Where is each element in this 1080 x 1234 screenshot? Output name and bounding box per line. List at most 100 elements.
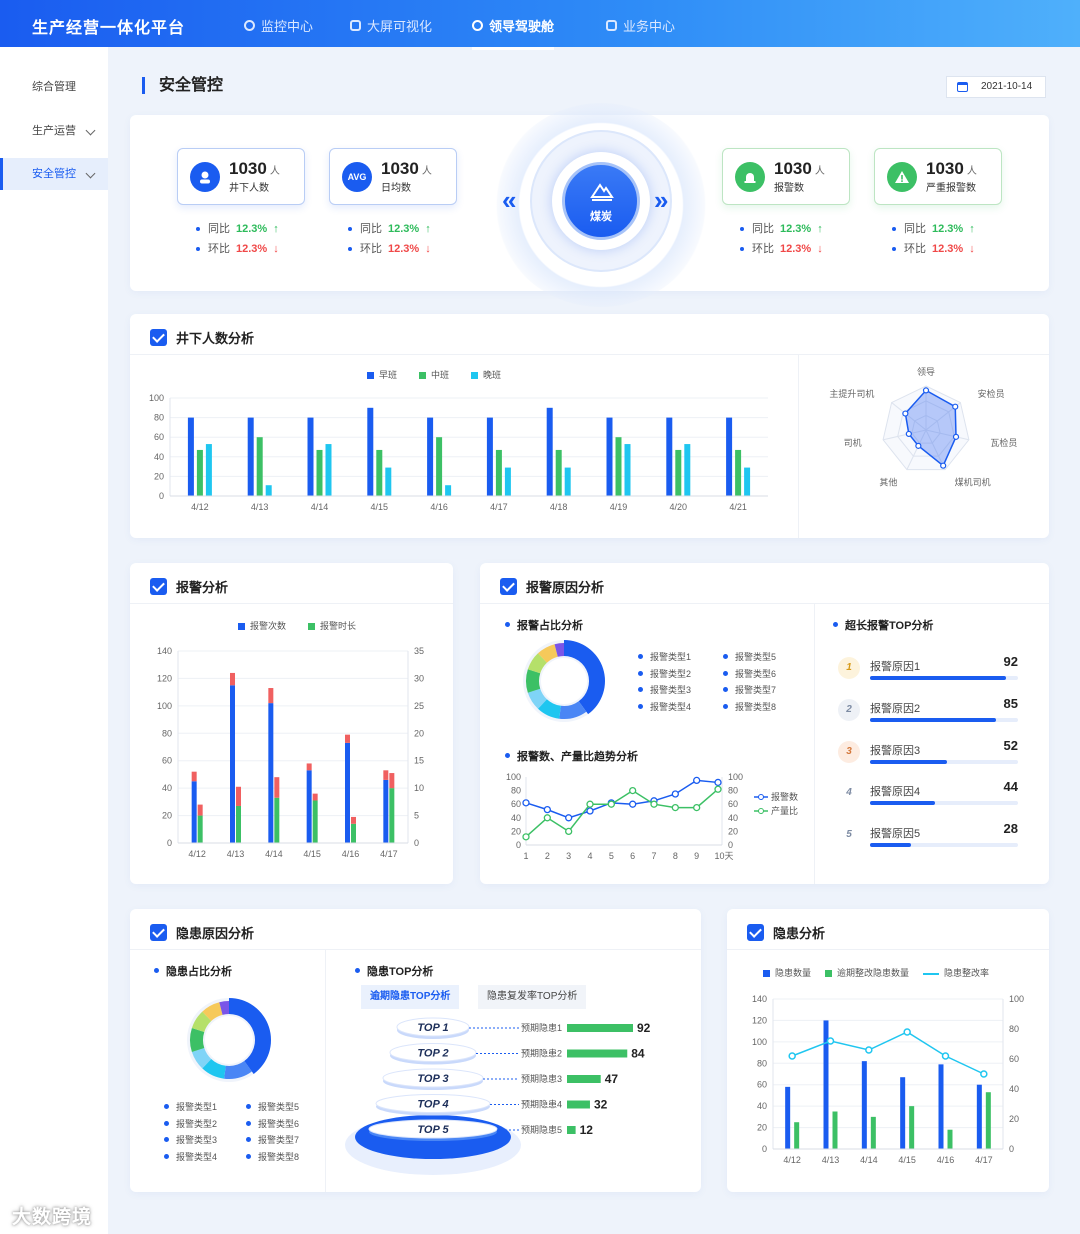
bar-cap bbox=[351, 816, 356, 824]
funnel-bar bbox=[567, 1075, 601, 1083]
prev-arrow-icon[interactable]: « bbox=[502, 185, 517, 215]
line-point bbox=[522, 799, 530, 807]
sidebar-item-production[interactable]: 生产运营 bbox=[0, 115, 108, 147]
y-tick-label: 140 bbox=[157, 646, 172, 656]
bar bbox=[985, 1092, 991, 1149]
page-title: 安全管控 bbox=[142, 77, 223, 94]
list-item[interactable]: 2 报警原因2 85 bbox=[838, 691, 1018, 731]
funnel-disc bbox=[368, 1119, 498, 1139]
date-picker[interactable]: 2021-10-14 bbox=[946, 76, 1046, 98]
bar bbox=[832, 1111, 838, 1149]
sidebar-item-safety[interactable]: 安全管控 bbox=[0, 158, 108, 190]
x-tick-label: 4/20 bbox=[670, 502, 688, 512]
stat-alarm[interactable]: 1030 人 报警数 bbox=[722, 148, 850, 205]
tab-overdue-top[interactable]: 逾期隐患TOP分析 bbox=[361, 985, 460, 1009]
stat-daily-avg[interactable]: AVG 1030 人 日均数 bbox=[329, 148, 457, 205]
list-item[interactable]: 4 报警原因4 44 bbox=[838, 774, 1018, 814]
y2-tick-label: 25 bbox=[414, 701, 424, 711]
donut-slice bbox=[224, 1061, 252, 1079]
funnel-bar bbox=[567, 1024, 633, 1032]
pie-legend: 报警类型1 报警类型2 报警类型3 报警类型4 bbox=[164, 1100, 217, 1166]
nav-label: 大屏可视化 bbox=[367, 19, 433, 34]
bar bbox=[823, 1020, 829, 1149]
radar-ring bbox=[897, 400, 955, 457]
bar bbox=[546, 407, 553, 496]
alarm-card: 报警分析 报警次数 报警时长 0 20 40 60 80 100 120 140 0 5 10 15 2… bbox=[130, 563, 453, 884]
nav-monitor[interactable]: 监控中心 bbox=[244, 16, 313, 35]
stat-underground[interactable]: 1030 人 井下人数 bbox=[177, 148, 305, 205]
x-tick-label: 4 bbox=[587, 851, 592, 861]
bar-cap bbox=[389, 773, 395, 789]
x-tick-label: 3 bbox=[566, 851, 571, 861]
x-tick-label: 4/18 bbox=[550, 502, 568, 512]
bar bbox=[325, 444, 332, 496]
legend-item: 报警类型7 bbox=[246, 1133, 299, 1150]
y-tick-label: 100 bbox=[752, 1037, 767, 1047]
radar-axis-label: 主提升司机 bbox=[829, 388, 874, 399]
funnel-value: 92 bbox=[637, 1021, 651, 1035]
radar-axis-label: 煤机司机 bbox=[955, 476, 991, 487]
funnel-value: 12 bbox=[580, 1123, 594, 1137]
x-tick-label: 4/12 bbox=[783, 1155, 801, 1165]
hazard-cause-card: 隐患原因分析 隐患占比分析 报警类型1 报警类型2 报警类型3 报警类型4 报警类型5… bbox=[130, 909, 701, 1192]
donut-slice bbox=[537, 644, 558, 663]
funnel-value: 47 bbox=[605, 1072, 619, 1086]
card-title: 隐患分析 bbox=[773, 926, 826, 941]
x-tick-label: 4/16 bbox=[937, 1155, 955, 1165]
line-point bbox=[565, 827, 573, 836]
legend-item: 报警类型6 bbox=[246, 1117, 299, 1134]
checkbox-icon[interactable] bbox=[150, 329, 167, 346]
y-tick-label: 0 bbox=[762, 1144, 767, 1154]
next-arrow-icon[interactable]: » bbox=[654, 185, 669, 215]
tab-recurrence-top[interactable]: 隐患复发率TOP分析 bbox=[478, 985, 587, 1009]
y-tick-label: 20 bbox=[154, 471, 164, 481]
checkbox-icon[interactable] bbox=[150, 578, 167, 595]
bar bbox=[938, 1064, 944, 1149]
trend-subtitle: 报警数、产量比趋势分析 bbox=[505, 748, 638, 764]
x-tick-label: 8 bbox=[673, 851, 678, 861]
funnel-item-label: 预期隐患5 bbox=[521, 1124, 562, 1135]
checkbox-icon[interactable] bbox=[500, 578, 517, 595]
donut-slice bbox=[527, 653, 547, 674]
radar-point bbox=[915, 442, 922, 449]
stat-severe-alarm[interactable]: 1030 人 严重报警数 bbox=[874, 148, 1002, 205]
funnel-bar bbox=[567, 1100, 590, 1109]
legend-item: 晚班 bbox=[471, 368, 501, 381]
alarm-trend-line-chart: 0 20 40 60 80 100 0 20 40 60 80 100 1 2 3 4 5 6 7 8 9 10天 报警数产… bbox=[506, 772, 798, 861]
nav-screen[interactable]: 大屏可视化 bbox=[350, 16, 432, 35]
stat-label: 报警数 bbox=[774, 183, 804, 194]
donut-slice bbox=[202, 1002, 223, 1022]
radar-spoke bbox=[882, 429, 927, 441]
x-tick-label: 6 bbox=[630, 851, 635, 861]
donut-hole bbox=[541, 658, 587, 704]
checkbox-icon[interactable] bbox=[747, 924, 764, 941]
donut-slice bbox=[202, 1058, 226, 1079]
bar bbox=[794, 1122, 800, 1149]
stat-value: 1030 人 bbox=[229, 159, 280, 178]
radar-point bbox=[905, 430, 912, 438]
bar bbox=[383, 779, 389, 843]
sidebar-item-general[interactable]: 综合管理 bbox=[0, 71, 108, 103]
line-point bbox=[607, 800, 615, 808]
stat-value: 1030 人 bbox=[774, 159, 825, 178]
list-item[interactable]: 1 报警原因1 92 bbox=[838, 649, 1018, 689]
nav-business[interactable]: 业务中心 bbox=[606, 16, 675, 35]
legend-item: 早班 bbox=[367, 368, 397, 381]
x-tick-label: 4/17 bbox=[490, 502, 508, 512]
bar bbox=[900, 1077, 906, 1149]
list-item[interactable]: 5 报警原因5 28 bbox=[838, 816, 1018, 856]
legend-item: 报警类型8 bbox=[246, 1150, 299, 1167]
alarm-icon bbox=[735, 162, 765, 192]
nav-cockpit[interactable]: 领导驾驶舱 bbox=[472, 16, 555, 50]
line-point bbox=[941, 1052, 950, 1060]
coal-button[interactable]: 煤炭 bbox=[562, 162, 640, 240]
legend-item: 报警次数 bbox=[238, 619, 286, 632]
bar-cap bbox=[274, 777, 280, 798]
checkbox-icon[interactable] bbox=[150, 924, 167, 941]
legend-item: 报警类型2 bbox=[638, 667, 691, 684]
y-tick-label: 60 bbox=[162, 756, 172, 766]
bar-cap bbox=[191, 771, 197, 782]
list-item[interactable]: 3 报警原因3 52 bbox=[838, 733, 1018, 773]
chevron-down-icon bbox=[85, 125, 96, 136]
